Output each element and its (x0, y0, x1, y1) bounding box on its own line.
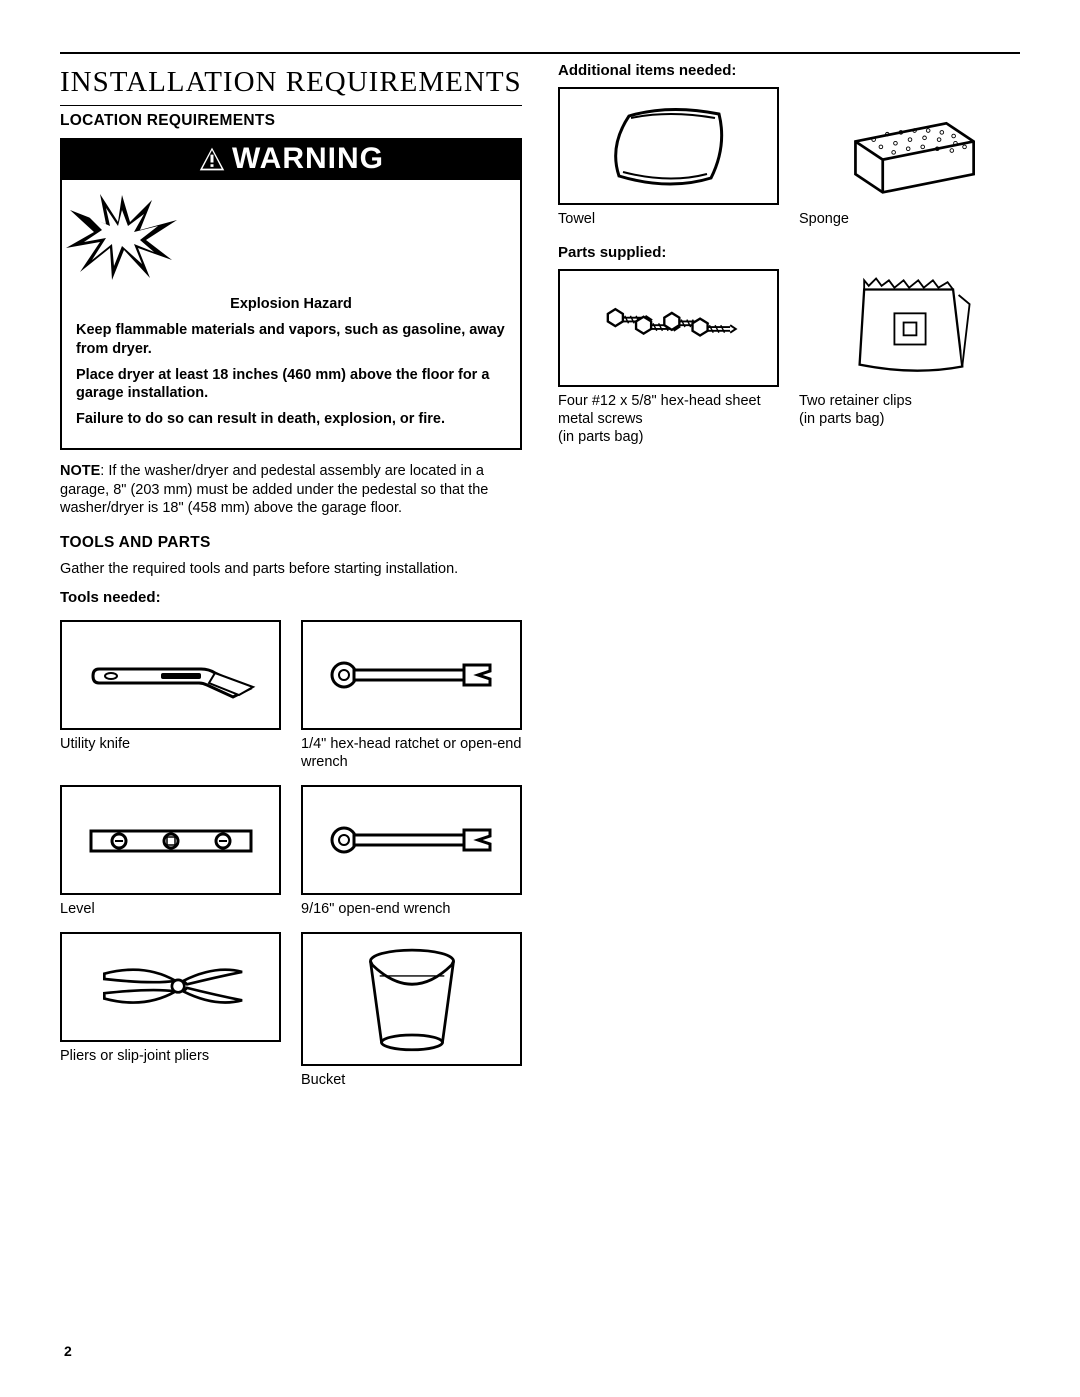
item-towel: Towel (558, 87, 779, 228)
item-sponge: Sponge (799, 87, 1020, 228)
warning-body: Explosion Hazard Keep flammable material… (60, 180, 522, 450)
top-rule (60, 52, 1020, 54)
tool-caption: 9/16" open-end wrench (301, 900, 522, 918)
warning-copy: Explosion Hazard Keep flammable material… (62, 295, 520, 448)
tools-needed-label: Tools needed: (60, 589, 522, 606)
tool-caption: Level (60, 900, 281, 918)
nine-sixteen-wrench-figure (301, 785, 522, 895)
tool-caption: Bucket (301, 1071, 522, 1089)
additional-items-grid: Towel Spong (558, 87, 1020, 228)
item-caption: Towel (558, 210, 779, 228)
two-column-layout: Installation Requirements LOCATION REQUI… (60, 60, 1020, 1089)
warning-block: WARNING Explosion Hazard Keep flammable … (60, 138, 522, 450)
warning-triangle-icon (198, 145, 226, 173)
right-column: Additional items needed: Towel (558, 60, 1020, 1089)
tool-caption: 1/4" hex-head ratchet or open-end wrench (301, 735, 522, 771)
title-underline (60, 105, 522, 106)
page-number: 2 (64, 1343, 72, 1359)
tool-utility-knife: Utility knife (60, 620, 281, 771)
level-figure (60, 785, 281, 895)
tools-and-parts-label: TOOLS AND PARTS (60, 534, 522, 552)
location-note: NOTE: If the washer/dryer and pedestal a… (60, 462, 522, 518)
explosion-icon (62, 180, 520, 288)
sponge-figure (799, 87, 1020, 205)
part-caption: Four #12 x 5/8" hex-head sheet metal scr… (558, 392, 779, 446)
tools-grid: Utility knife 1/4" hex-head ratchet or o… (60, 620, 522, 1090)
screws-figure (558, 269, 779, 387)
note-label: NOTE (60, 463, 100, 479)
warning-banner: WARNING (60, 138, 522, 180)
part-screws: Four #12 x 5/8" hex-head sheet metal scr… (558, 269, 779, 446)
warning-p2: Place dryer at least 18 inches (460 mm) … (76, 366, 506, 404)
utility-knife-figure (60, 620, 281, 730)
part-caption: Two retainer clips (in parts bag) (799, 392, 1020, 428)
tool-bucket: Bucket (301, 932, 522, 1089)
location-requirements-label: LOCATION REQUIREMENTS (60, 112, 522, 130)
retainer-clips-figure (799, 269, 1020, 387)
note-body: : If the washer/dryer and pedestal assem… (60, 463, 488, 516)
warning-p3: Failure to do so can result in death, ex… (76, 410, 506, 429)
tool-quarter-wrench: 1/4" hex-head ratchet or open-end wrench (301, 620, 522, 771)
warning-p1: Keep flammable materials and vapors, suc… (76, 321, 506, 359)
warning-text: WARNING (232, 142, 384, 176)
tool-caption: Utility knife (60, 735, 281, 753)
tool-caption: Pliers or slip-joint pliers (60, 1047, 281, 1065)
tools-intro: Gather the required tools and parts befo… (60, 560, 522, 579)
tool-nine-sixteen-wrench: 9/16" open-end wrench (301, 785, 522, 918)
tool-level: Level (60, 785, 281, 918)
hazard-title: Explosion Hazard (76, 295, 506, 314)
bucket-figure (301, 932, 522, 1066)
additional-items-label: Additional items needed: (558, 62, 1020, 79)
tool-pliers: Pliers or slip-joint pliers (60, 932, 281, 1089)
towel-figure (558, 87, 779, 205)
part-retainer-clips: Two retainer clips (in parts bag) (799, 269, 1020, 446)
quarter-wrench-figure (301, 620, 522, 730)
item-caption: Sponge (799, 210, 1020, 228)
left-column: Installation Requirements LOCATION REQUI… (60, 60, 522, 1089)
main-title: Installation Requirements (60, 66, 522, 99)
pliers-figure (60, 932, 281, 1042)
parts-supplied-grid: Four #12 x 5/8" hex-head sheet metal scr… (558, 269, 1020, 446)
parts-supplied-label: Parts supplied: (558, 244, 1020, 261)
